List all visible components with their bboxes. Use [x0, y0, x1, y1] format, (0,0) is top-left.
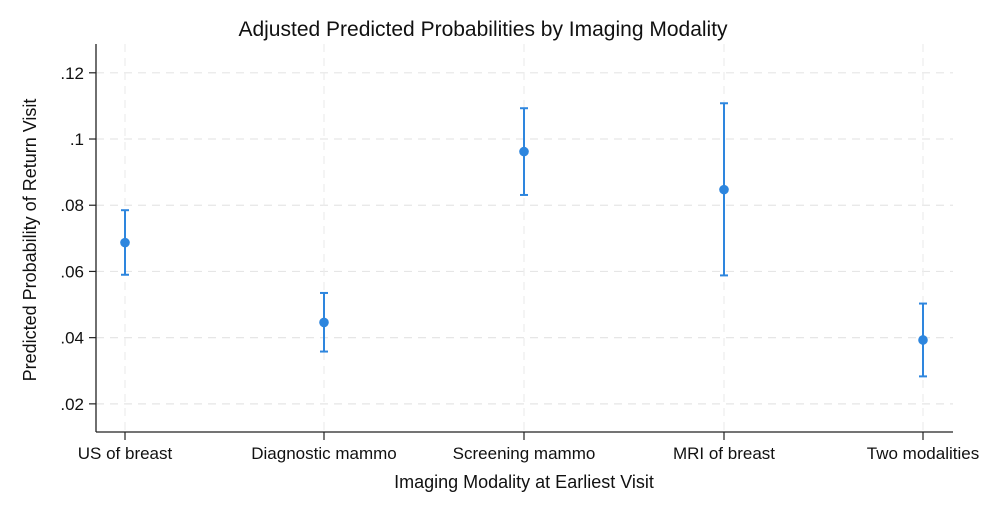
x-tick-label: Diagnostic mammo [251, 444, 397, 463]
data-marks [120, 102, 928, 378]
y-axis-label: Predicted Probability of Return Visit [20, 99, 40, 382]
y-tick-label: .04 [60, 329, 84, 348]
data-point [519, 146, 529, 157]
y-tick-label: .1 [70, 130, 84, 149]
y-tick-label: .12 [60, 64, 84, 83]
x-ticks: US of breast Diagnostic mammo Screening ma… [78, 432, 979, 463]
x-tick-label: MRI of breast [673, 444, 775, 463]
data-point [120, 237, 130, 248]
y-tick-label: .08 [60, 196, 84, 215]
data-point [719, 184, 729, 195]
x-tick-label: US of breast [78, 444, 173, 463]
x-tick-label: Two modalities [867, 444, 979, 463]
x-tick-label: Screening mammo [453, 444, 596, 463]
data-point [918, 335, 928, 345]
x-axis-label: Imaging Modality at Earliest Visit [394, 472, 654, 492]
y-tick-label: .06 [60, 262, 84, 281]
data-point [319, 317, 329, 328]
chart-title: Adjusted Predicted Probabilities by Imag… [238, 18, 728, 41]
gridlines [96, 44, 953, 432]
y-tick-label: .02 [60, 395, 84, 414]
y-ticks: .02 .04 .06 .08 .1 .12 [60, 64, 96, 414]
